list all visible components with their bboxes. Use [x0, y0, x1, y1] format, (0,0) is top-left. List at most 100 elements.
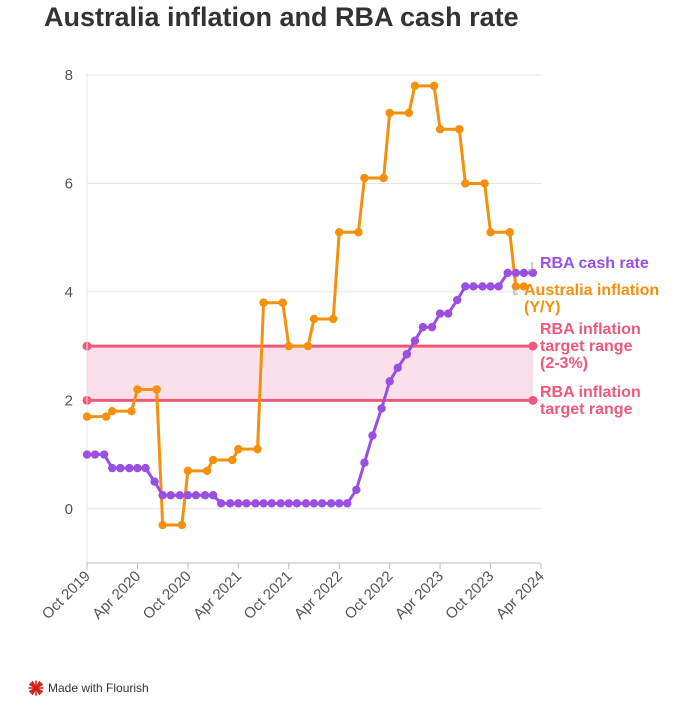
- data-point-12: [385, 108, 394, 118]
- data-point-end-8: [303, 341, 313, 351]
- data-point-34: [368, 431, 377, 440]
- data-point-53: [528, 268, 538, 278]
- data-point-19: [242, 499, 251, 508]
- data-point-33: [360, 458, 369, 467]
- data-point-9: [309, 314, 319, 324]
- x-tick-label-4: Oct 2021: [241, 568, 296, 623]
- target-range-end-dot-0: [528, 341, 538, 351]
- x-tick-label-7: Apr 2023: [392, 568, 447, 623]
- data-point-end-15: [480, 179, 489, 188]
- data-point-40: [418, 322, 428, 332]
- data-point-20: [251, 499, 260, 508]
- y-tick-label-2: 4: [65, 284, 73, 301]
- data-point-18: [234, 499, 243, 508]
- data-point-15: [208, 491, 218, 500]
- data-point-51: [511, 268, 520, 278]
- data-point-5: [208, 455, 218, 465]
- flourish-credit[interactable]: Made with Flourish: [28, 680, 149, 696]
- data-point-48: [486, 282, 495, 291]
- x-tick-label-0: Oct 2019: [39, 568, 94, 623]
- data-point-end-11: [379, 173, 388, 183]
- data-point-end-14: [455, 125, 464, 134]
- data-point-end-9: [329, 314, 338, 324]
- data-point-4: [116, 463, 125, 473]
- label-connector-1: [513, 286, 518, 295]
- data-point-10: [335, 228, 344, 237]
- data-point-38: [402, 350, 412, 359]
- data-point-16: [216, 499, 226, 508]
- x-tick-label-2: Oct 2020: [140, 568, 195, 623]
- data-point-24: [284, 499, 293, 508]
- data-point-25: [292, 499, 302, 508]
- data-point-36: [385, 377, 394, 386]
- data-point-17: [511, 282, 520, 291]
- series-label-2-line-1: target range: [540, 338, 633, 355]
- data-point-end-12: [404, 108, 414, 118]
- data-point-31: [343, 499, 352, 508]
- data-point-end-3: [177, 520, 187, 530]
- data-point-21: [259, 499, 268, 508]
- series-label-1: Australia inflation (Y/Y): [524, 282, 659, 316]
- series-label-1-line-0: Australia inflation: [524, 282, 659, 299]
- data-point-12: [183, 491, 193, 500]
- data-point-end-17: [519, 282, 528, 291]
- label-connector-0: [528, 262, 533, 271]
- data-point-7: [141, 463, 150, 473]
- data-point-3: [158, 520, 167, 530]
- footer-text: Made with Flourish: [48, 681, 149, 695]
- data-point-5: [125, 463, 134, 473]
- data-point-1: [90, 450, 100, 459]
- data-point-6: [234, 444, 243, 454]
- data-point-0: [82, 412, 92, 421]
- data-point-14: [435, 125, 445, 134]
- series-label-2-line-2: (2-3%): [540, 355, 588, 372]
- target-range-band: [82, 341, 538, 405]
- data-point-23: [276, 499, 285, 508]
- data-point-6: [133, 463, 142, 473]
- data-point-45: [461, 282, 470, 291]
- data-point-43: [443, 309, 453, 318]
- series-labels: RBA cash rate Australia inflation (Y/Y) RBA…: [513, 255, 659, 418]
- series-label-3-line-0: RBA inflation: [540, 384, 641, 401]
- data-point-13: [191, 491, 201, 500]
- data-point-41: [427, 322, 437, 332]
- x-tick-label-1: Apr 2020: [89, 568, 144, 623]
- data-point-13: [410, 81, 420, 91]
- y-tick-label-0: 0: [65, 501, 73, 518]
- y-tick-label-1: 2: [65, 392, 73, 409]
- data-point-15: [461, 179, 470, 188]
- series-label-3: RBA inflation target range: [540, 384, 641, 418]
- data-point-4: [183, 466, 193, 476]
- series-label-2-line-0: RBA inflation: [540, 321, 641, 338]
- x-tick-label-6: Oct 2022: [341, 568, 396, 623]
- data-point-50: [503, 268, 512, 278]
- data-point-end-10: [354, 228, 363, 237]
- data-point-16: [486, 228, 495, 237]
- series-label-0-line-0: RBA cash rate: [540, 255, 649, 272]
- series-rba-cash-rate: [82, 268, 538, 508]
- data-point-32: [352, 485, 361, 494]
- data-point-44: [453, 295, 462, 305]
- data-point-7: [259, 298, 268, 307]
- data-point-17: [226, 499, 235, 508]
- x-tick-label-5: Apr 2022: [291, 568, 346, 623]
- series-inflation: [82, 81, 528, 530]
- data-point-3: [108, 463, 117, 473]
- data-point-39: [410, 336, 420, 345]
- flourish-logo-icon: [28, 680, 44, 696]
- data-point-0: [82, 450, 92, 459]
- data-point-end-5: [228, 455, 237, 465]
- data-point-end-13: [429, 81, 439, 91]
- data-point-11: [175, 491, 185, 500]
- data-point-end-16: [505, 228, 514, 237]
- data-point-end-2: [152, 385, 161, 394]
- data-point-1: [108, 406, 117, 416]
- grid-lines: [87, 74, 541, 510]
- x-tick-label-9: Apr 2024: [493, 568, 548, 623]
- data-point-8: [284, 341, 293, 351]
- data-point-30: [335, 499, 344, 508]
- data-point-47: [478, 282, 487, 291]
- data-point-9: [158, 491, 167, 500]
- data-point-46: [469, 282, 478, 291]
- target-range-end-dot-1: [528, 395, 538, 405]
